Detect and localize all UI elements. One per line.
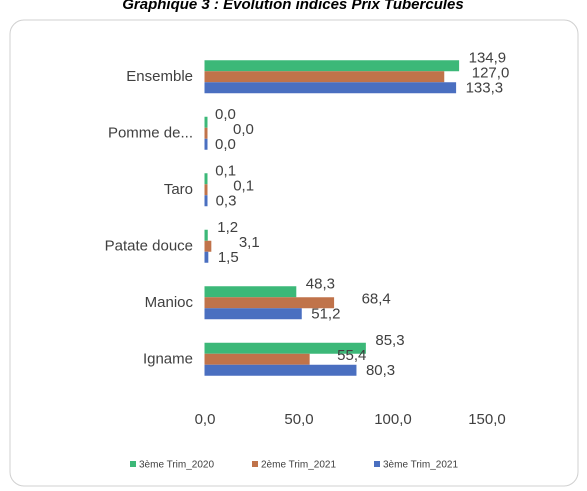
category-label: Patate douce [105, 238, 193, 255]
value-label: 80,3 [366, 362, 395, 379]
bar [204, 116, 208, 128]
value-label: 68,4 [362, 291, 391, 308]
bar [204, 195, 208, 207]
category-label: Ensemble [126, 68, 193, 85]
chart-frame [9, 19, 579, 487]
bar [204, 364, 357, 376]
chart-title: Graphique 3 : Evolution indices Prix Tub… [122, 0, 463, 13]
value-label: 51,2 [311, 306, 340, 323]
value-label: 0,0 [215, 136, 236, 153]
value-label: 134,9 [469, 50, 507, 67]
value-label: 48,3 [306, 276, 335, 293]
value-label: 55,4 [337, 347, 366, 364]
bar [204, 240, 212, 252]
bar [204, 342, 366, 354]
value-label: 0,1 [215, 163, 236, 180]
x-tick-label: 50,0 [284, 411, 313, 428]
x-tick-label: 100,0 [374, 411, 412, 428]
bar [204, 173, 208, 185]
value-label: 0,1 [233, 178, 254, 195]
x-tick-label: 0,0 [195, 411, 216, 428]
bar [204, 251, 209, 263]
bar [204, 286, 297, 298]
bar [204, 297, 335, 309]
legend-label: 3ème Trim_2021 [383, 460, 458, 471]
bar [204, 82, 457, 94]
bar [204, 127, 208, 139]
bar [204, 71, 445, 83]
value-label: 0,3 [216, 193, 237, 210]
value-label: 3,1 [239, 234, 260, 251]
bar [204, 184, 208, 196]
value-label: 0,0 [233, 121, 254, 138]
legend-label: 3ème Trim_2020 [139, 460, 214, 471]
legend-label: 2ème Trim_2021 [261, 460, 336, 471]
legend-swatch [130, 461, 136, 467]
value-label: 0,0 [215, 106, 236, 123]
legend-swatch [252, 461, 258, 467]
bar [204, 60, 460, 72]
bar [204, 308, 302, 320]
value-label: 1,2 [217, 219, 238, 236]
category-label: Igname [143, 351, 193, 368]
value-label: 133,3 [466, 80, 504, 97]
value-label: 1,5 [218, 249, 239, 266]
bar [204, 229, 208, 241]
bar [204, 353, 310, 365]
category-label: Pomme de... [108, 125, 193, 142]
x-tick-label: 150,0 [468, 411, 506, 428]
category-label: Manioc [145, 294, 194, 311]
value-label: 127,0 [472, 65, 510, 82]
legend-swatch [374, 461, 380, 467]
category-label: Taro [164, 181, 193, 198]
bar [204, 138, 208, 150]
value-label: 85,3 [375, 332, 404, 349]
